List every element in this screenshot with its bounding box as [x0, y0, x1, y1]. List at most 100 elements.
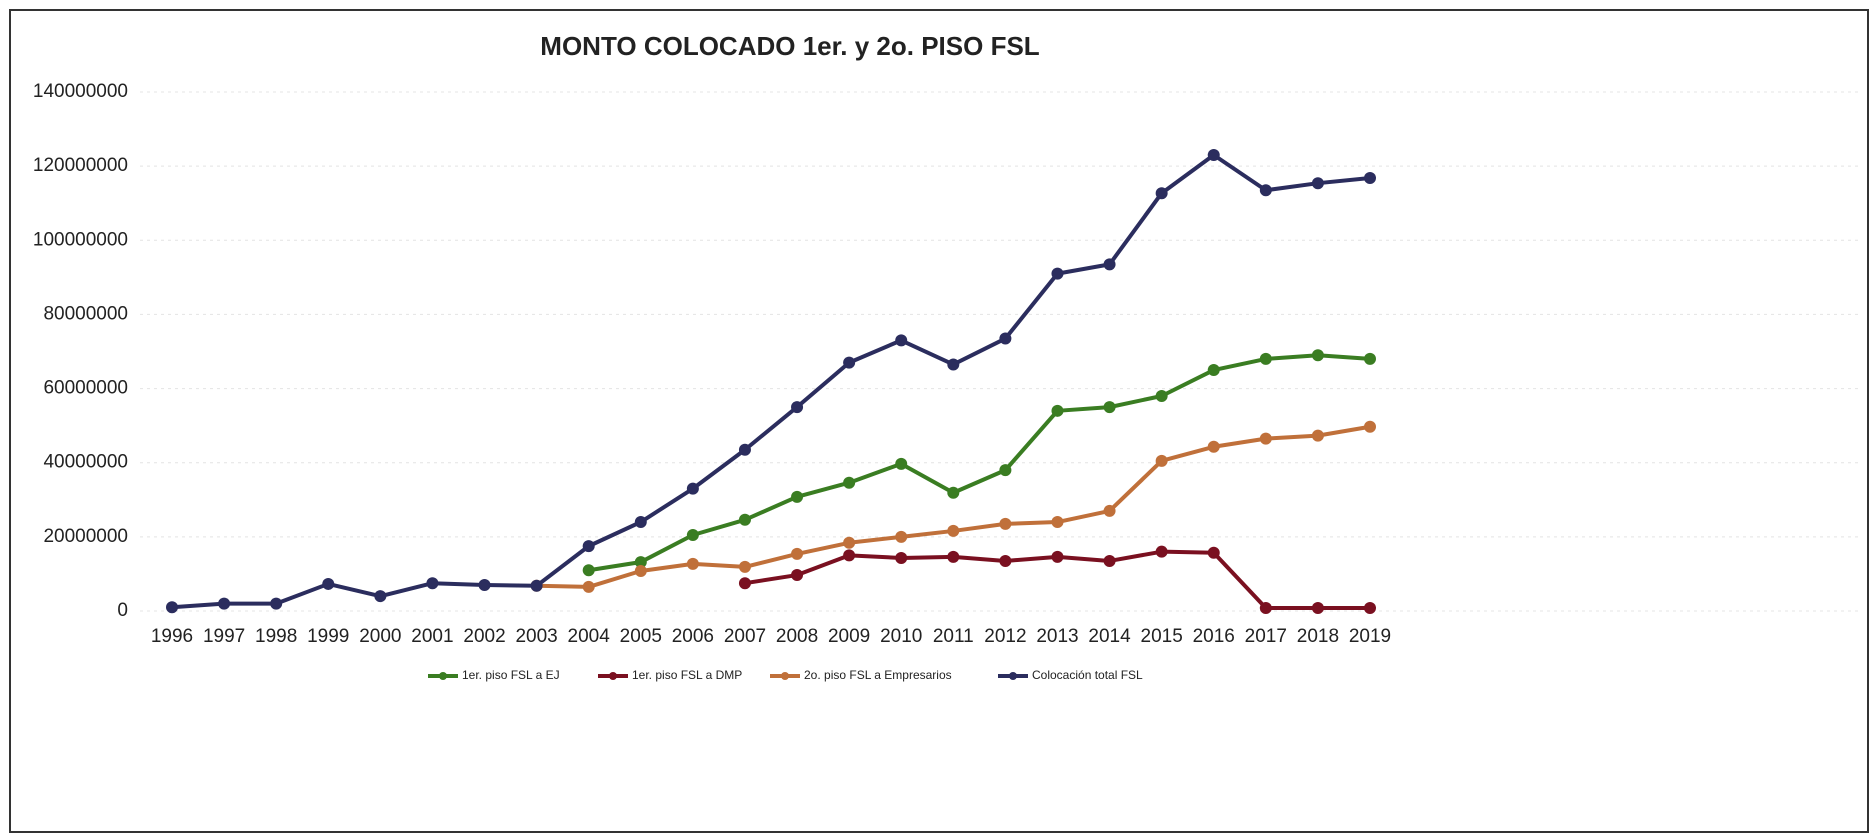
data-point [895, 530, 908, 543]
data-point [270, 597, 283, 610]
y-tick-label: 100000000 [33, 229, 128, 250]
series-line [171, 153, 1371, 610]
data-point [1259, 602, 1272, 615]
x-tick-label: 2008 [776, 626, 818, 647]
data-point [1207, 440, 1220, 453]
legend-marker [1009, 672, 1017, 680]
data-point [1207, 364, 1220, 377]
legend-label: 2o. piso FSL a Empresarios [804, 668, 952, 682]
y-tick-label: 40000000 [43, 452, 128, 473]
data-point [843, 356, 856, 369]
data-point [218, 597, 231, 610]
legend-label: 1er. piso FSL a DMP [632, 668, 742, 682]
data-point [1259, 432, 1272, 445]
data-point [1155, 187, 1168, 200]
data-point [999, 517, 1012, 530]
y-tick-label: 20000000 [43, 526, 128, 547]
data-point [895, 334, 908, 347]
data-point [738, 443, 751, 456]
data-point [947, 486, 960, 499]
data-point [1207, 149, 1220, 162]
data-point [1364, 352, 1376, 365]
legend-marker [439, 672, 447, 680]
x-tick-label: 2002 [463, 626, 505, 647]
data-point [1311, 177, 1324, 190]
data-point [1364, 172, 1376, 185]
data-point [947, 550, 960, 563]
x-tick-label: 1997 [203, 626, 245, 647]
x-tick-label: 1998 [255, 626, 297, 647]
x-tick-label: 2013 [1036, 626, 1078, 647]
data-point [1259, 352, 1272, 365]
series-line [588, 353, 1371, 573]
data-point [1259, 184, 1272, 197]
data-point [791, 547, 804, 560]
x-tick-label: 2007 [724, 626, 766, 647]
legend-marker [609, 672, 617, 680]
legend-marker [781, 672, 789, 680]
data-point [1103, 401, 1116, 414]
data-point [1155, 454, 1168, 467]
x-tick-label: 2005 [620, 626, 662, 647]
data-point [1207, 546, 1220, 559]
data-point [947, 358, 960, 371]
data-point [582, 540, 595, 553]
data-point [166, 601, 178, 614]
data-point [634, 564, 647, 577]
data-point [1051, 516, 1064, 529]
x-tick-label: 2019 [1349, 626, 1391, 647]
data-point [686, 482, 699, 495]
data-point [999, 464, 1012, 477]
x-tick-label: 2014 [1088, 626, 1131, 647]
data-point [426, 577, 439, 590]
x-tick-label: 2010 [880, 626, 922, 647]
y-tick-label: 60000000 [43, 378, 128, 399]
x-tick-label: 2003 [515, 626, 557, 647]
data-point [374, 590, 387, 603]
x-tick-label: 2001 [411, 626, 453, 647]
data-point [686, 557, 699, 570]
x-tick-label: 2018 [1297, 626, 1339, 647]
data-point [634, 556, 647, 569]
data-point [843, 536, 856, 549]
data-point [582, 580, 595, 593]
x-tick-label: 2017 [1245, 626, 1287, 647]
x-tick-label: 2012 [984, 626, 1026, 647]
x-tick-label: 1999 [307, 626, 349, 647]
data-point [1311, 429, 1324, 442]
data-point [582, 564, 595, 577]
y-tick-label: 0 [117, 600, 128, 621]
data-point [791, 401, 804, 414]
data-point [1311, 349, 1324, 362]
y-tick-label: 120000000 [33, 155, 128, 176]
data-point [895, 457, 908, 470]
data-point [1103, 554, 1116, 567]
data-point [1051, 550, 1064, 563]
legend-label: 1er. piso FSL a EJ [462, 668, 560, 682]
data-point [843, 476, 856, 489]
x-tick-label: 2011 [933, 626, 974, 647]
data-point [738, 560, 751, 573]
data-point [1155, 545, 1168, 558]
data-point [843, 549, 856, 562]
data-point [895, 551, 908, 564]
x-tick-label: 2004 [568, 626, 611, 647]
data-point [1364, 420, 1376, 433]
data-point [634, 516, 647, 529]
data-point [1155, 389, 1168, 402]
data-point [478, 579, 491, 592]
x-tick-label: 2009 [828, 626, 870, 647]
data-point [322, 577, 335, 590]
data-point [791, 569, 804, 582]
legend-label: Colocación total FSL [1032, 668, 1143, 682]
data-point [947, 524, 960, 537]
chart-title: MONTO COLOCADO 1er. y 2o. PISO FSL [540, 31, 1040, 61]
data-point [1103, 504, 1116, 517]
x-tick-label: 2016 [1193, 626, 1235, 647]
x-tick-label: 2006 [672, 626, 714, 647]
data-point [791, 490, 804, 503]
data-point [999, 332, 1012, 345]
data-point [1364, 602, 1376, 615]
data-point [530, 579, 543, 592]
